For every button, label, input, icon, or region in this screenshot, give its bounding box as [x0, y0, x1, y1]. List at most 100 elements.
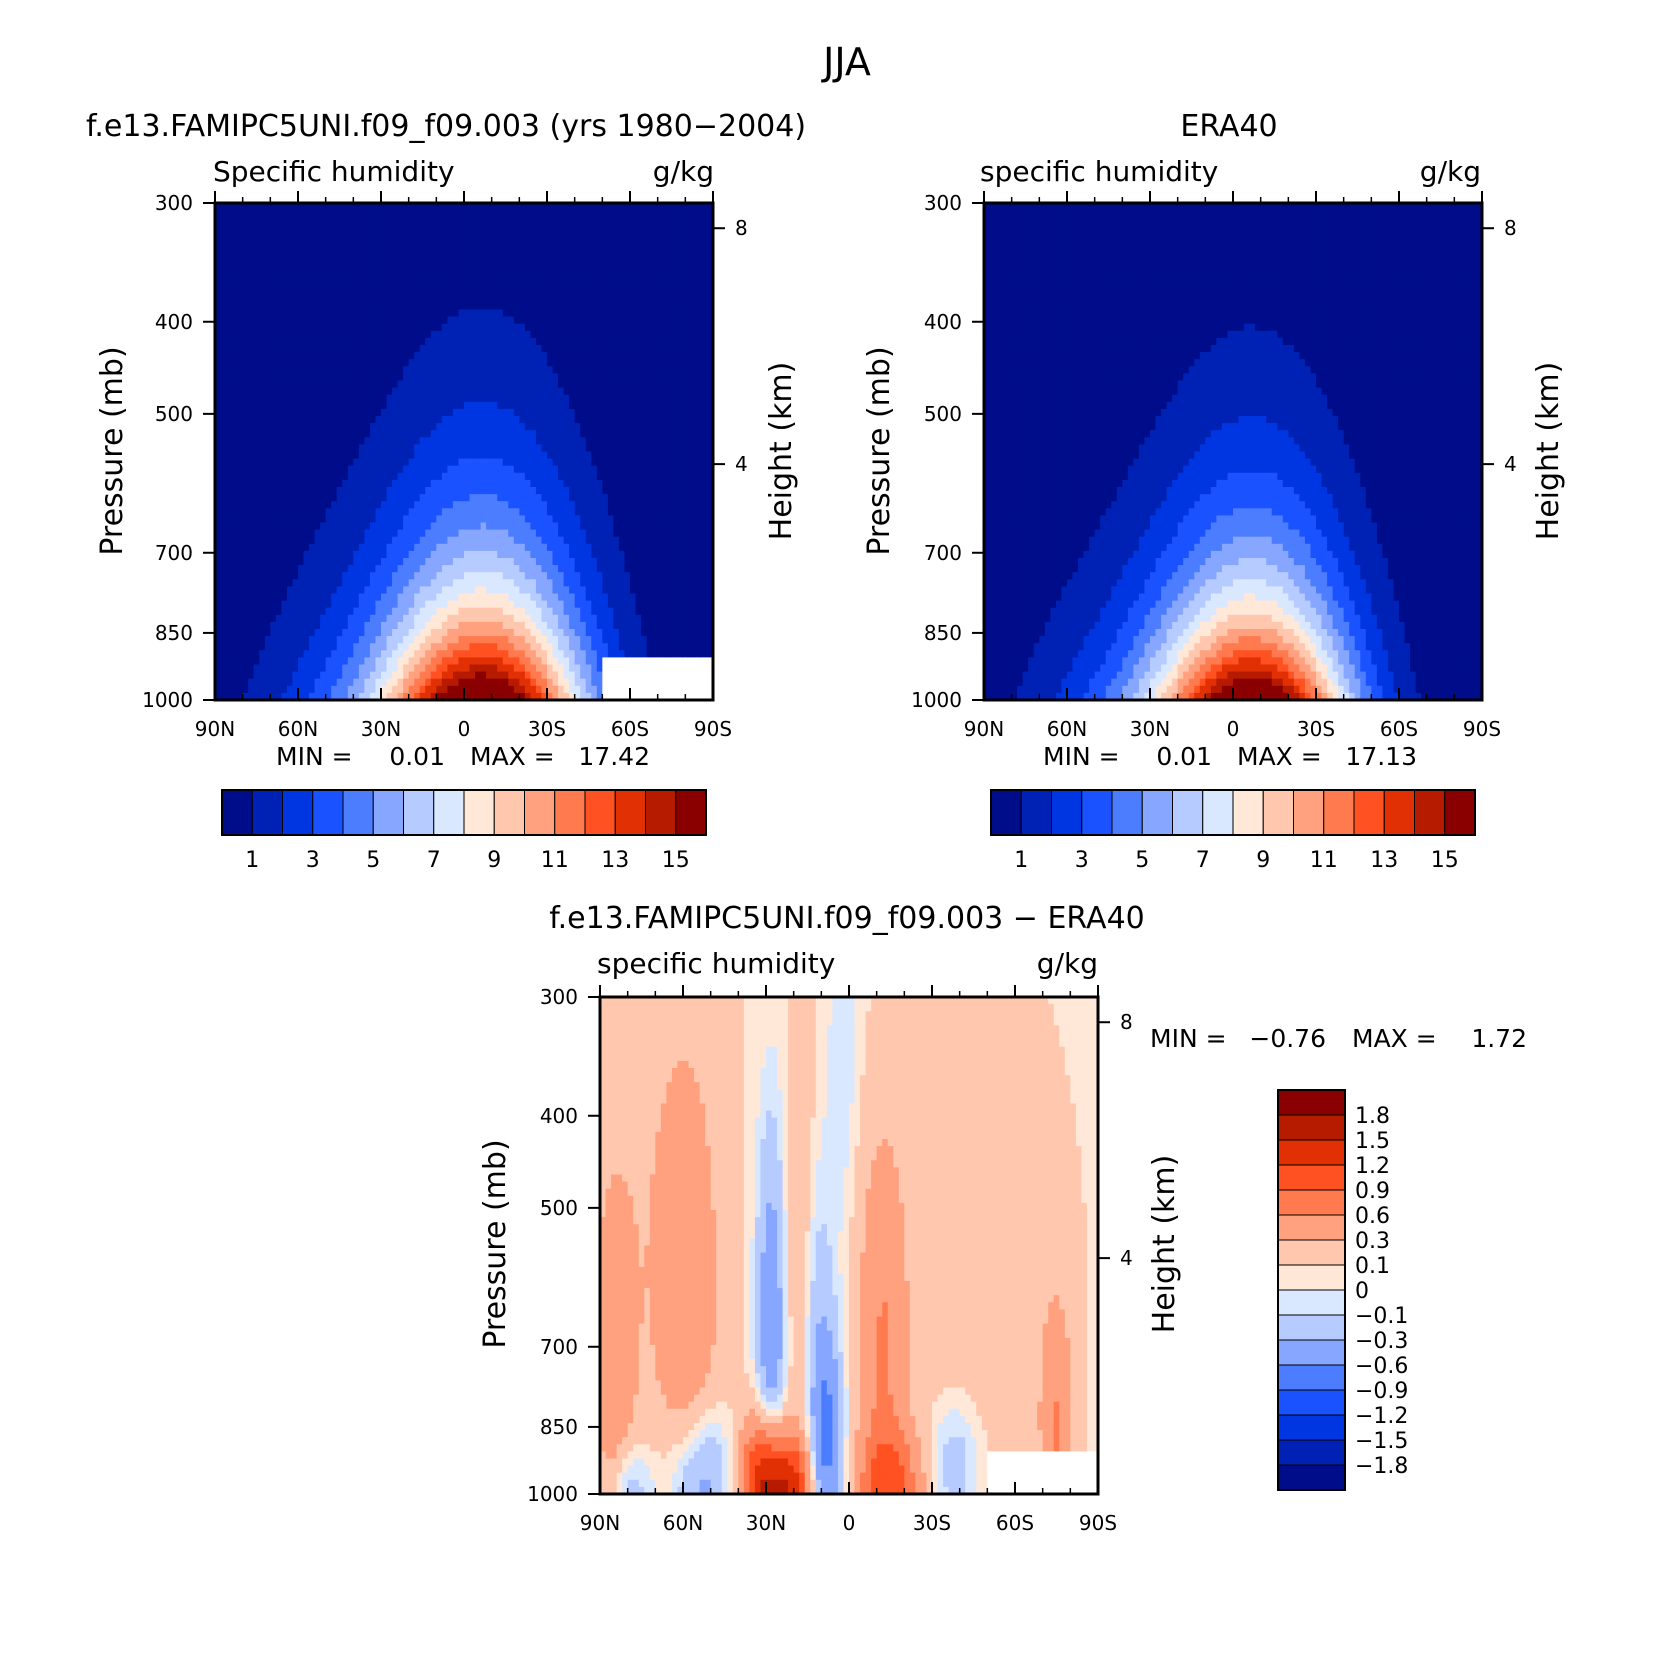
- field-cell: [652, 423, 658, 431]
- field-cell: [525, 416, 531, 424]
- field-cell: [497, 480, 503, 488]
- field-cell: [337, 381, 343, 389]
- field-cell: [281, 217, 287, 225]
- field-cell: [425, 246, 431, 254]
- field-cell: [442, 437, 448, 445]
- field-cell: [364, 551, 370, 559]
- field-cell: [221, 253, 227, 261]
- field-cell: [503, 310, 509, 318]
- field-cell: [481, 586, 487, 594]
- field-cell: [575, 409, 581, 417]
- field-cell: [226, 508, 232, 516]
- field-cell: [680, 260, 686, 268]
- field-cell: [442, 373, 448, 381]
- field-cell: [658, 231, 664, 239]
- field-cell: [497, 565, 503, 573]
- field-cell: [619, 253, 625, 261]
- field-cell: [331, 324, 337, 332]
- field-cell: [442, 267, 448, 275]
- field-cell: [696, 324, 702, 332]
- field-cell: [514, 487, 520, 495]
- field-cell: [458, 331, 464, 339]
- field-cell: [580, 302, 586, 310]
- field-cell: [497, 579, 503, 587]
- field-cell: [420, 260, 426, 268]
- field-cell: [674, 579, 680, 587]
- field-cell: [243, 565, 249, 573]
- field-cell: [403, 480, 409, 488]
- field-cell: [685, 530, 691, 538]
- field-cell: [503, 366, 509, 374]
- field-cell: [680, 452, 686, 460]
- field-cell: [613, 388, 619, 396]
- field-cell: [431, 302, 437, 310]
- field-cell: [453, 246, 459, 254]
- field-cell: [514, 459, 520, 467]
- field-cell: [237, 331, 243, 339]
- field-cell: [409, 501, 415, 509]
- field-cell: [248, 494, 254, 502]
- field-cell: [685, 395, 691, 403]
- field-cell: [647, 551, 653, 559]
- field-cell: [270, 565, 276, 573]
- field-cell: [647, 430, 653, 438]
- field-cell: [647, 253, 653, 261]
- field-cell: [375, 430, 381, 438]
- field-cell: [525, 501, 531, 509]
- field-cell: [370, 444, 376, 452]
- field-cell: [342, 466, 348, 474]
- field-cell: [370, 459, 376, 467]
- field-cell: [375, 267, 381, 275]
- field-cell: [475, 558, 481, 566]
- field-cell: [553, 530, 559, 538]
- field-cell: [431, 459, 437, 467]
- field-cell: [447, 274, 453, 282]
- field-cell: [409, 324, 415, 332]
- field-cell: [613, 295, 619, 303]
- field-cell: [276, 295, 282, 303]
- field-cell: [370, 381, 376, 389]
- field-cell: [514, 444, 520, 452]
- field-cell: [608, 345, 614, 353]
- field-cell: [232, 260, 238, 268]
- field-cell: [702, 331, 708, 339]
- field-cell: [337, 579, 343, 587]
- field-cell: [331, 302, 337, 310]
- field-cell: [436, 473, 442, 481]
- field-cell: [392, 565, 398, 573]
- field-cell: [370, 530, 376, 538]
- field-cell: [564, 253, 570, 261]
- field-cell: [663, 423, 669, 431]
- field-cell: [525, 352, 531, 360]
- field-cell: [514, 224, 520, 232]
- field-cell: [403, 523, 409, 531]
- field-cell: [398, 544, 404, 552]
- field-cell: [647, 366, 653, 374]
- field-cell: [237, 537, 243, 545]
- field-cell: [232, 395, 238, 403]
- field-cell: [486, 544, 492, 552]
- field-cell: [680, 373, 686, 381]
- field-cell: [436, 586, 442, 594]
- field-cell: [398, 381, 404, 389]
- field-cell: [685, 409, 691, 417]
- field-cell: [398, 224, 404, 232]
- field-cell: [304, 409, 310, 417]
- field-cell: [270, 239, 276, 247]
- field-cell: [254, 437, 260, 445]
- field-cell: [342, 537, 348, 545]
- field-cell: [276, 310, 282, 318]
- field-cell: [453, 366, 459, 374]
- field-cell: [243, 324, 249, 332]
- field-cell: [375, 331, 381, 339]
- field-cell: [409, 267, 415, 275]
- field-cell: [403, 345, 409, 353]
- field-cell: [486, 515, 492, 523]
- field-cell: [387, 281, 393, 289]
- field-cell: [392, 338, 398, 346]
- field-cell: [475, 260, 481, 268]
- field-cell: [387, 345, 393, 353]
- field-cell: [298, 452, 304, 460]
- field-cell: [514, 231, 520, 239]
- field-cell: [680, 310, 686, 318]
